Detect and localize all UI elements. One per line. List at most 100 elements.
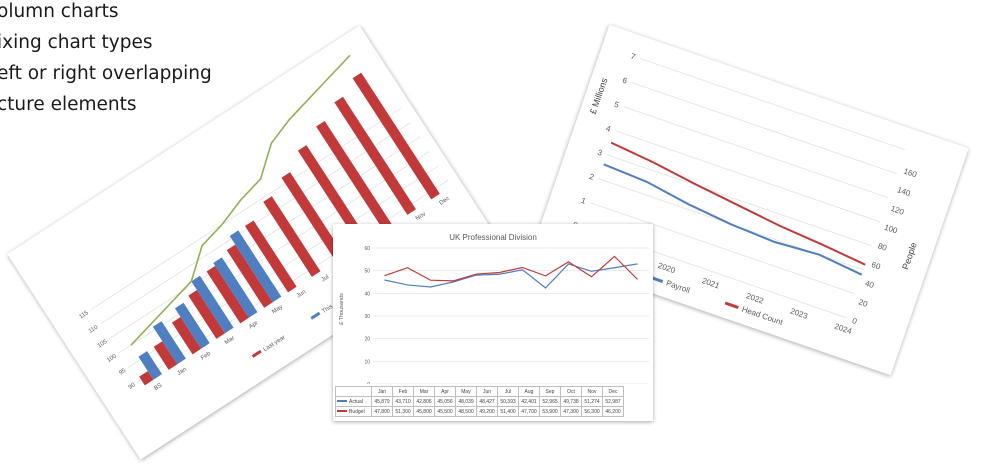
table-cell: 53,900 <box>539 406 561 417</box>
table-cell: 51,400 <box>497 406 519 417</box>
table-header-cell: Mar <box>413 386 435 397</box>
y-tick-label: 110 <box>88 324 100 335</box>
x-tick-label: 2021 <box>701 276 721 290</box>
y-tick-label: 50 <box>364 269 370 275</box>
table-cell: 43,710 <box>392 396 414 407</box>
table-cell: 42,806 <box>413 396 435 407</box>
bar-this-year <box>213 257 258 318</box>
y-tick-label: 100 <box>106 353 118 364</box>
bar-last-year <box>226 244 273 308</box>
table-row-actual: Actual 45,879 43,710 42,806 45,056 48,03… <box>335 396 624 407</box>
table-header-cell: Jan <box>371 386 393 397</box>
y-right-tick-label: 140 <box>896 185 912 198</box>
y-left-tick-label: 4 <box>605 124 613 134</box>
bar-last-year <box>139 371 154 386</box>
y-tick-label: 10 <box>364 359 370 365</box>
series-line-budget <box>130 54 351 346</box>
bar-last-year <box>316 120 393 231</box>
chart-title: UK Professional Division <box>449 233 537 242</box>
bar-last-year <box>334 96 416 215</box>
table-row-budget: Budget 47,800 51,300 45,800 45,500 48,50… <box>335 406 624 417</box>
table-cell: 49,738 <box>560 396 582 407</box>
y-left-tick-label: 5 <box>613 100 621 110</box>
y-right-tick-label: 0 <box>851 316 859 326</box>
column-chart-card: 9095100105110115BSJanFebMarAprMayJunJulA… <box>7 25 493 460</box>
bar-this-year <box>152 321 186 365</box>
x-tick-label: 2023 <box>789 306 809 320</box>
table-header-cell: Jul <box>497 386 519 397</box>
x-tick-label: Dec <box>439 196 451 207</box>
bar-last-year <box>153 341 178 370</box>
y-axis-title: £ Thousands <box>339 293 345 325</box>
x-tick-label: Apr <box>248 320 259 330</box>
dual-axis-line-chart: 01234567020406080100120140160£ MillionsP… <box>569 52 919 337</box>
legend-label: Last year <box>263 335 287 353</box>
gridline <box>615 130 881 223</box>
bar-last-year <box>206 265 249 324</box>
bar-last-year <box>297 145 369 246</box>
y-tick-label: 0 <box>367 382 370 384</box>
y-right-tick-label: 160 <box>902 167 918 180</box>
y-right-tick-label: 100 <box>883 223 899 236</box>
x-tick-label: May <box>271 304 284 315</box>
y-left-tick-label: 1 <box>580 196 588 206</box>
y-left-tick-label: 6 <box>621 76 629 86</box>
table-header-cell: Aug <box>518 386 540 397</box>
bar-last-year <box>188 290 226 339</box>
uk-division-chart-card: UK Professional Division £ Thousands 0 10… <box>333 224 653 421</box>
data-table: Jan Feb Mar Apr May Jun Jul Aug Sep Oct … <box>335 386 624 417</box>
bullet-item: ixing chart types <box>0 32 153 53</box>
table-cell: 49,200 <box>476 406 498 417</box>
dual-axis-chart-card: 01234567020406080100120140160£ MillionsP… <box>531 24 969 376</box>
y-tick-label: 60 <box>364 246 370 252</box>
bar-last-year <box>244 220 297 293</box>
table-header-cell: Dec <box>602 386 624 397</box>
x-tick-label: Nov <box>415 211 427 222</box>
legend-swatch <box>251 349 262 358</box>
table-cell: 52,965 <box>539 396 561 407</box>
table-cell: 50,393 <box>497 396 519 407</box>
bullet-item: eft or right overlapping <box>0 63 212 84</box>
x-tick-label: Feb <box>200 351 212 362</box>
table-cell: 45,500 <box>434 406 456 417</box>
y-right-tick-label: 120 <box>890 204 906 217</box>
bar-this-year <box>174 302 210 349</box>
bar-last-year <box>281 172 345 262</box>
x-tick-label: Mar <box>224 335 236 346</box>
y-right-tick-label: 40 <box>864 279 876 291</box>
legend-swatch-actual <box>337 400 347 403</box>
gridline <box>90 107 402 310</box>
series-line-budget <box>384 255 638 282</box>
gridline <box>606 154 872 247</box>
table-cell: 47,800 <box>371 406 393 417</box>
column-chart: 9095100105110115BSJanFebMarAprMayJunJulA… <box>78 54 451 392</box>
gridline <box>639 58 905 150</box>
table-cell: 51,274 <box>581 396 603 407</box>
gridline <box>623 106 889 199</box>
bar-last-year <box>263 196 321 277</box>
legend-swatch <box>724 301 739 309</box>
y-tick-label: 115 <box>78 310 90 321</box>
table-header-cell: Sep <box>539 386 561 397</box>
bar-last-year <box>352 72 440 200</box>
x-tick-label: Jan <box>176 367 187 377</box>
table-cell: 45,800 <box>413 406 435 417</box>
legend-label: Payroll <box>665 279 691 296</box>
y-tick-label: 90 <box>128 382 137 391</box>
bullet-list: olumn charts ixing chart types eft or ri… <box>0 0 212 120</box>
bullet-item: cture elements <box>0 94 137 115</box>
x-tick-label: 2020 <box>657 261 677 275</box>
bar-this-year <box>138 351 162 380</box>
table-cell: 56,300 <box>581 406 603 417</box>
table-cell: 52,987 <box>602 396 624 407</box>
x-tick-label: 2022 <box>745 291 765 305</box>
y-left-tick-label: 7 <box>630 52 638 62</box>
gridline <box>590 202 856 295</box>
y-right-tick-label: 20 <box>857 297 869 309</box>
y-left-tick-label: 3 <box>596 148 604 158</box>
table-cell: 45,056 <box>434 396 456 407</box>
y-right-tick-label: 80 <box>877 241 889 253</box>
uk-division-line-chart: UK Professional Division £ Thousands 0 10… <box>339 233 649 388</box>
y-tick-label: 40 <box>364 291 370 297</box>
legend-swatch-budget <box>337 410 347 413</box>
